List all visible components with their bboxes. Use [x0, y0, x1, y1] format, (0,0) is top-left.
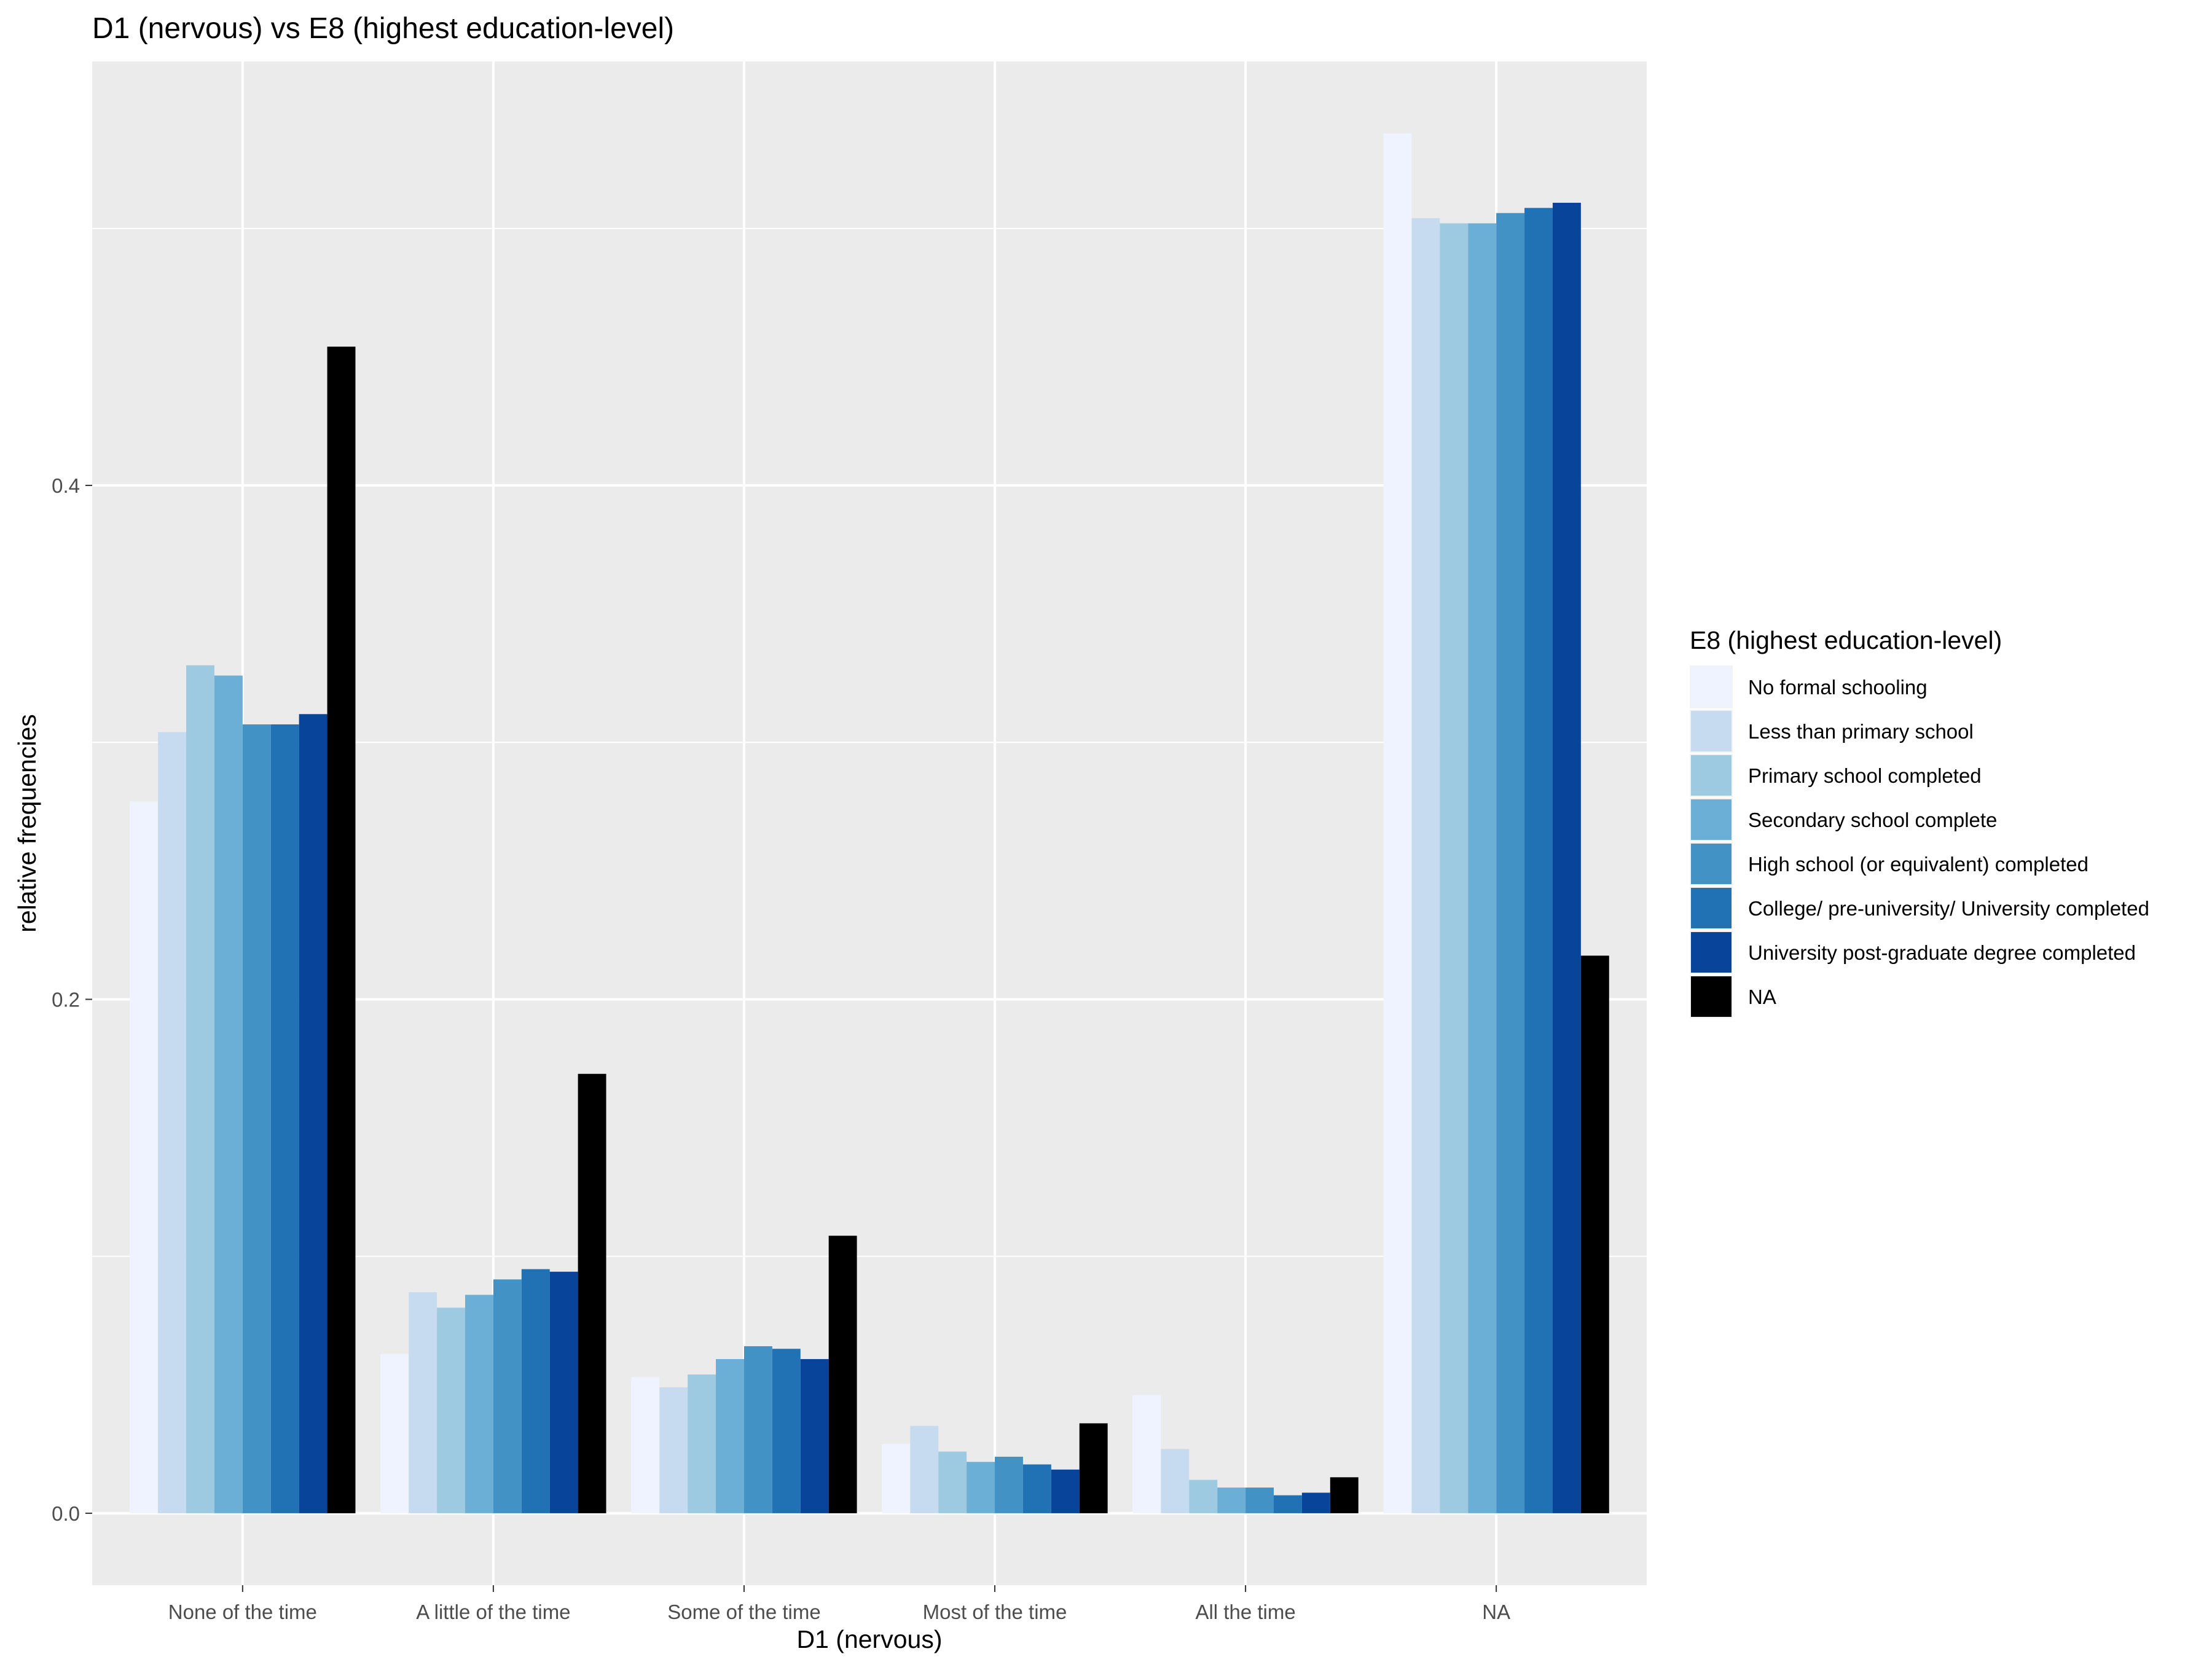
legend-swatch — [1691, 799, 1732, 840]
bars — [130, 133, 1609, 1513]
x-tick-label: Some of the time — [667, 1601, 820, 1623]
legend-label: High school (or equivalent) completed — [1748, 853, 2088, 876]
bar — [270, 724, 299, 1513]
bar — [465, 1295, 493, 1513]
bar — [967, 1462, 995, 1513]
legend-swatch — [1691, 932, 1732, 973]
bar — [1161, 1449, 1190, 1513]
x-tick-label: NA — [1482, 1601, 1510, 1623]
bar — [1189, 1480, 1218, 1513]
y-axis-title: relative frequencies — [13, 714, 41, 933]
legend-label: University post-graduate degree complete… — [1748, 941, 2136, 964]
bar — [214, 675, 243, 1513]
bar — [1552, 203, 1581, 1513]
legend-label: NA — [1748, 986, 1776, 1008]
bar — [1217, 1488, 1246, 1513]
bar — [800, 1358, 829, 1513]
bar — [1383, 133, 1412, 1513]
bar — [1524, 208, 1553, 1513]
bar — [1022, 1464, 1051, 1513]
legend-label: Secondary school complete — [1748, 809, 1997, 831]
bar — [437, 1307, 465, 1513]
bar — [158, 732, 187, 1513]
legend-swatch — [1691, 888, 1732, 928]
bar — [938, 1451, 967, 1513]
bar — [380, 1354, 409, 1513]
bar — [716, 1358, 744, 1513]
bar — [409, 1292, 437, 1513]
legend-items: No formal schooling Less than primary sch… — [1690, 665, 2149, 1018]
chart-title: D1 (nervous) vs E8 (highest education-le… — [92, 12, 674, 45]
bar — [743, 1346, 772, 1513]
legend-label: College/ pre-university/ University comp… — [1748, 897, 2149, 920]
bar — [688, 1374, 716, 1513]
legend-label: No formal schooling — [1748, 676, 1928, 699]
bar — [1330, 1477, 1359, 1513]
bar — [493, 1279, 522, 1513]
x-tick-label: None of the time — [168, 1601, 317, 1623]
bar — [1496, 213, 1525, 1513]
legend-label: Less than primary school — [1748, 720, 1974, 743]
y-tick-label: 0.0 — [52, 1502, 80, 1525]
legend-title: E8 (highest education-level) — [1690, 626, 2002, 654]
bar — [631, 1377, 660, 1513]
legend-swatch — [1691, 844, 1732, 884]
legend: E8 (highest education-level) No formal s… — [1690, 626, 2149, 1018]
legend-label: Primary school completed — [1748, 764, 1982, 787]
bar — [1274, 1495, 1302, 1513]
bar — [521, 1269, 550, 1513]
x-axis-title: D1 (nervous) — [797, 1625, 943, 1653]
bar — [772, 1349, 801, 1513]
bar — [910, 1425, 939, 1513]
bar — [186, 665, 214, 1513]
bar — [1440, 223, 1469, 1513]
bar — [1580, 955, 1609, 1513]
bar — [1051, 1469, 1080, 1513]
bar — [1079, 1423, 1108, 1513]
bar — [882, 1443, 911, 1513]
bar — [995, 1456, 1023, 1513]
bar — [1411, 218, 1440, 1513]
y-tick-label: 0.4 — [52, 474, 80, 497]
bar — [578, 1073, 606, 1513]
legend-swatch — [1691, 711, 1732, 751]
bar — [242, 724, 271, 1513]
legend-swatch — [1691, 976, 1732, 1017]
x-tick-label: Most of the time — [923, 1601, 1067, 1623]
bar — [549, 1271, 578, 1513]
y-tick-label: 0.2 — [52, 988, 80, 1011]
bar — [659, 1387, 688, 1513]
x-tick-label: All the time — [1195, 1601, 1295, 1623]
bar — [828, 1236, 857, 1513]
bar — [299, 714, 327, 1513]
bar — [327, 347, 356, 1513]
x-axis: None of the time A little of the time Some… — [168, 1585, 1510, 1623]
x-tick-label: A little of the time — [416, 1601, 570, 1623]
bar — [1245, 1488, 1274, 1513]
bar — [1301, 1492, 1330, 1513]
bar — [1132, 1395, 1161, 1513]
y-axis: 0.0 0.2 0.4 — [52, 474, 92, 1525]
legend-swatch — [1691, 667, 1732, 707]
legend-swatch — [1691, 755, 1732, 796]
bar — [130, 801, 159, 1513]
bar — [1468, 223, 1497, 1513]
